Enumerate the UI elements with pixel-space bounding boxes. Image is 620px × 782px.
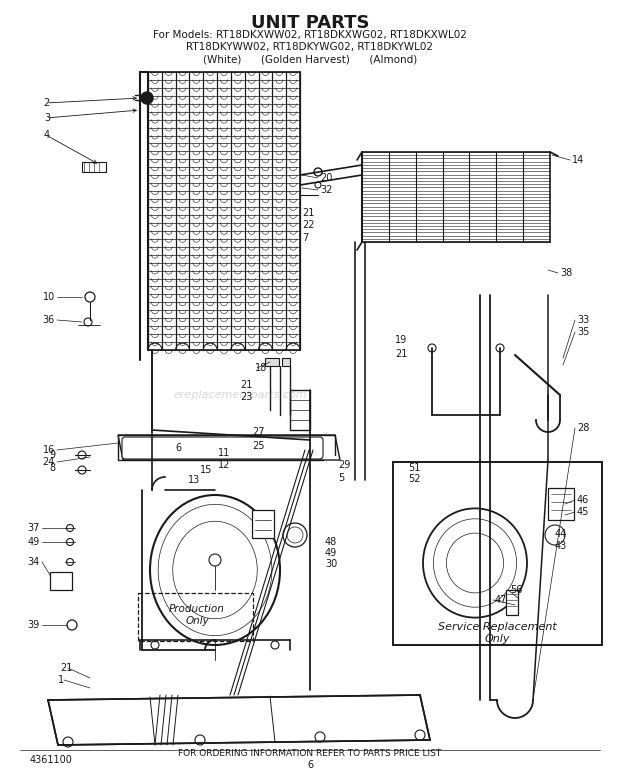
Bar — [282, 358, 290, 366]
Circle shape — [141, 92, 153, 104]
Text: 47: 47 — [495, 595, 507, 605]
Text: 24: 24 — [43, 457, 55, 467]
Text: 44: 44 — [555, 529, 567, 539]
FancyBboxPatch shape — [122, 437, 323, 459]
Text: 52: 52 — [408, 474, 420, 484]
Bar — [506, 590, 518, 615]
Text: Service Replacement
Only: Service Replacement Only — [438, 622, 556, 644]
Bar — [290, 390, 310, 430]
Text: 38: 38 — [560, 268, 572, 278]
Text: 35: 35 — [577, 327, 590, 337]
Bar — [252, 510, 274, 538]
Text: 49: 49 — [325, 548, 337, 558]
Text: 56: 56 — [510, 585, 523, 595]
Text: 15: 15 — [200, 465, 213, 475]
Ellipse shape — [150, 495, 280, 645]
Text: 49: 49 — [28, 537, 40, 547]
Text: 22: 22 — [302, 220, 314, 230]
Text: 4: 4 — [44, 130, 50, 140]
Text: 25: 25 — [252, 441, 265, 451]
Text: 46: 46 — [577, 495, 589, 505]
Text: 19: 19 — [395, 335, 407, 345]
Bar — [50, 572, 72, 590]
Text: 27: 27 — [252, 427, 265, 437]
Text: 7: 7 — [302, 233, 308, 243]
Ellipse shape — [423, 508, 527, 618]
Text: ereplacementparts.com: ereplacementparts.com — [173, 390, 307, 400]
Text: 45: 45 — [577, 507, 590, 517]
Text: 23: 23 — [240, 392, 252, 402]
Text: (White)      (Golden Harvest)      (Almond): (White) (Golden Harvest) (Almond) — [203, 54, 417, 64]
Text: 34: 34 — [28, 557, 40, 567]
Text: 32: 32 — [320, 185, 332, 195]
Text: 48: 48 — [325, 537, 337, 547]
Text: 10: 10 — [43, 292, 55, 302]
Text: 21: 21 — [240, 380, 252, 390]
Text: 28: 28 — [577, 423, 590, 433]
Polygon shape — [48, 695, 430, 745]
Text: UNIT PARTS: UNIT PARTS — [250, 14, 370, 32]
Text: 9: 9 — [49, 450, 55, 460]
Text: 3: 3 — [44, 113, 50, 123]
Text: 21: 21 — [60, 663, 73, 673]
Polygon shape — [118, 435, 340, 460]
Bar — [265, 358, 279, 366]
Text: 18: 18 — [255, 363, 267, 373]
Text: 8: 8 — [49, 463, 55, 473]
Text: 39: 39 — [28, 620, 40, 630]
Text: 14: 14 — [572, 155, 584, 165]
Text: 6: 6 — [307, 760, 313, 770]
Text: 33: 33 — [577, 315, 589, 325]
Text: 43: 43 — [555, 541, 567, 551]
Bar — [548, 488, 574, 520]
Text: For Models: RT18DKXWW02, RT18DKXWG02, RT18DKXWL02: For Models: RT18DKXWW02, RT18DKXWG02, RT… — [153, 30, 467, 40]
Bar — [138, 593, 253, 641]
Text: 51: 51 — [408, 463, 420, 473]
Text: 36: 36 — [43, 315, 55, 325]
Text: 11: 11 — [218, 448, 230, 458]
Text: 29: 29 — [338, 460, 350, 470]
Bar — [82, 162, 106, 172]
Text: 21: 21 — [395, 349, 407, 359]
Text: 4361100: 4361100 — [30, 755, 73, 765]
Text: 16: 16 — [43, 445, 55, 455]
Text: 21: 21 — [302, 208, 314, 218]
Text: 30: 30 — [325, 559, 337, 569]
Text: Production
Only: Production Only — [169, 604, 225, 626]
Text: 12: 12 — [218, 460, 231, 470]
Text: RT18DKYWW02, RT18DKYWG02, RT18DKYWL02: RT18DKYWW02, RT18DKYWG02, RT18DKYWL02 — [187, 42, 433, 52]
Text: 20: 20 — [320, 173, 332, 183]
Text: 37: 37 — [28, 523, 40, 533]
Bar — [393, 462, 602, 645]
Text: 5: 5 — [338, 473, 344, 483]
Text: FOR ORDERING INFORMATION REFER TO PARTS PRICE LIST: FOR ORDERING INFORMATION REFER TO PARTS … — [179, 748, 441, 758]
Text: 2: 2 — [44, 98, 50, 108]
Text: 1: 1 — [58, 675, 64, 685]
Text: 6: 6 — [175, 443, 181, 453]
Text: 13: 13 — [188, 475, 200, 485]
